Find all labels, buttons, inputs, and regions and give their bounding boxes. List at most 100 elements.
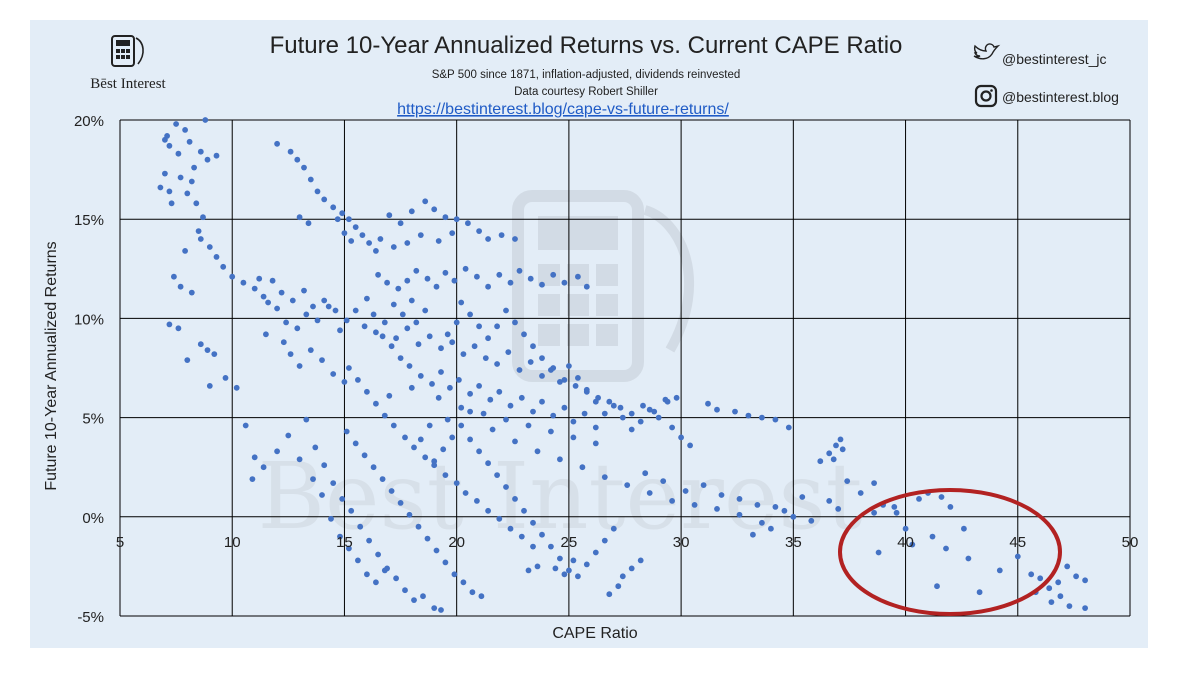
data-point [442, 559, 449, 566]
data-point [402, 434, 408, 441]
data-point [213, 254, 220, 260]
x-tick-label: 25 [561, 534, 578, 551]
data-point [575, 573, 581, 580]
data-point [467, 311, 473, 318]
data-point [206, 383, 213, 389]
data-point [507, 525, 514, 532]
data-point [615, 583, 622, 590]
data-point [530, 408, 536, 415]
data-point [269, 277, 276, 284]
data-point [381, 319, 388, 326]
data-point [462, 265, 469, 272]
data-point [274, 305, 280, 312]
data-point [373, 248, 379, 254]
data-point [373, 579, 379, 586]
data-point [204, 347, 211, 353]
data-point [456, 377, 462, 383]
data-point [485, 335, 491, 342]
data-point [938, 494, 945, 500]
data-point [404, 277, 411, 284]
data-point [673, 394, 680, 401]
twitter-handle[interactable]: @bestinterest_jc [1002, 51, 1106, 67]
data-point [548, 367, 554, 373]
data-point [220, 263, 227, 270]
data-point [835, 506, 842, 512]
data-point [579, 464, 586, 471]
data-point [583, 561, 590, 568]
data-point [539, 281, 545, 288]
data-point [166, 188, 173, 195]
instagram-handle[interactable]: @bestinterest.blog [1002, 89, 1119, 105]
data-point [1066, 603, 1073, 609]
data-point [390, 244, 397, 250]
data-point [321, 297, 328, 304]
data-point [768, 525, 774, 532]
data-point [388, 343, 395, 350]
data-point [408, 297, 415, 304]
data-point [352, 440, 359, 447]
data-point [377, 236, 384, 242]
data-point [976, 589, 983, 596]
data-point [1046, 585, 1053, 592]
data-point [341, 230, 348, 237]
data-point [381, 412, 388, 419]
data-point [664, 398, 671, 405]
data-point [287, 351, 294, 357]
data-point [406, 363, 413, 369]
data-point [498, 232, 505, 239]
data-point [375, 271, 381, 278]
data-point [660, 478, 667, 484]
data-point [182, 127, 189, 133]
data-point [947, 504, 954, 510]
data-point [274, 140, 280, 147]
data-point [893, 509, 900, 516]
data-point [628, 426, 635, 433]
data-point [552, 565, 559, 572]
data-point [402, 587, 408, 594]
data-point [471, 343, 478, 350]
data-point [415, 341, 422, 348]
data-point [175, 150, 182, 157]
data-point [393, 575, 399, 582]
data-point [197, 148, 204, 155]
data-point [406, 511, 413, 518]
data-point [572, 383, 579, 389]
data-point [166, 142, 173, 149]
data-point [619, 414, 626, 421]
data-point [458, 404, 465, 411]
data-point [422, 454, 429, 461]
data-point [440, 446, 447, 453]
data-point [1057, 593, 1064, 600]
data-point [527, 275, 534, 282]
data-point [346, 365, 352, 371]
data-point [157, 184, 164, 191]
data-point [525, 567, 532, 574]
data-point [682, 488, 689, 494]
data-point [186, 138, 193, 145]
data-point [700, 482, 707, 488]
y-tick-labels: 20% 15% 10% 5% 0% -5% [74, 113, 104, 626]
data-point [188, 289, 195, 296]
data-point [561, 404, 568, 411]
data-point [256, 275, 263, 282]
data-point [278, 289, 285, 296]
data-point [200, 214, 206, 221]
y-tick-label: 0% [82, 510, 104, 527]
data-point [449, 230, 456, 237]
x-tick-label: 10 [224, 534, 241, 551]
data-point [242, 422, 249, 429]
data-point [422, 198, 429, 205]
article-link[interactable]: https://bestinterest.blog/cape-vs-future… [397, 101, 729, 118]
data-point [943, 545, 949, 552]
data-point [453, 216, 460, 223]
data-point [397, 355, 404, 361]
data-point [431, 206, 438, 213]
data-point [871, 480, 877, 486]
data-point [386, 392, 393, 399]
data-point [364, 388, 370, 395]
data-point [431, 605, 438, 611]
data-point [781, 507, 788, 514]
data-point [390, 422, 397, 429]
data-point [422, 307, 429, 314]
data-point [601, 410, 608, 417]
